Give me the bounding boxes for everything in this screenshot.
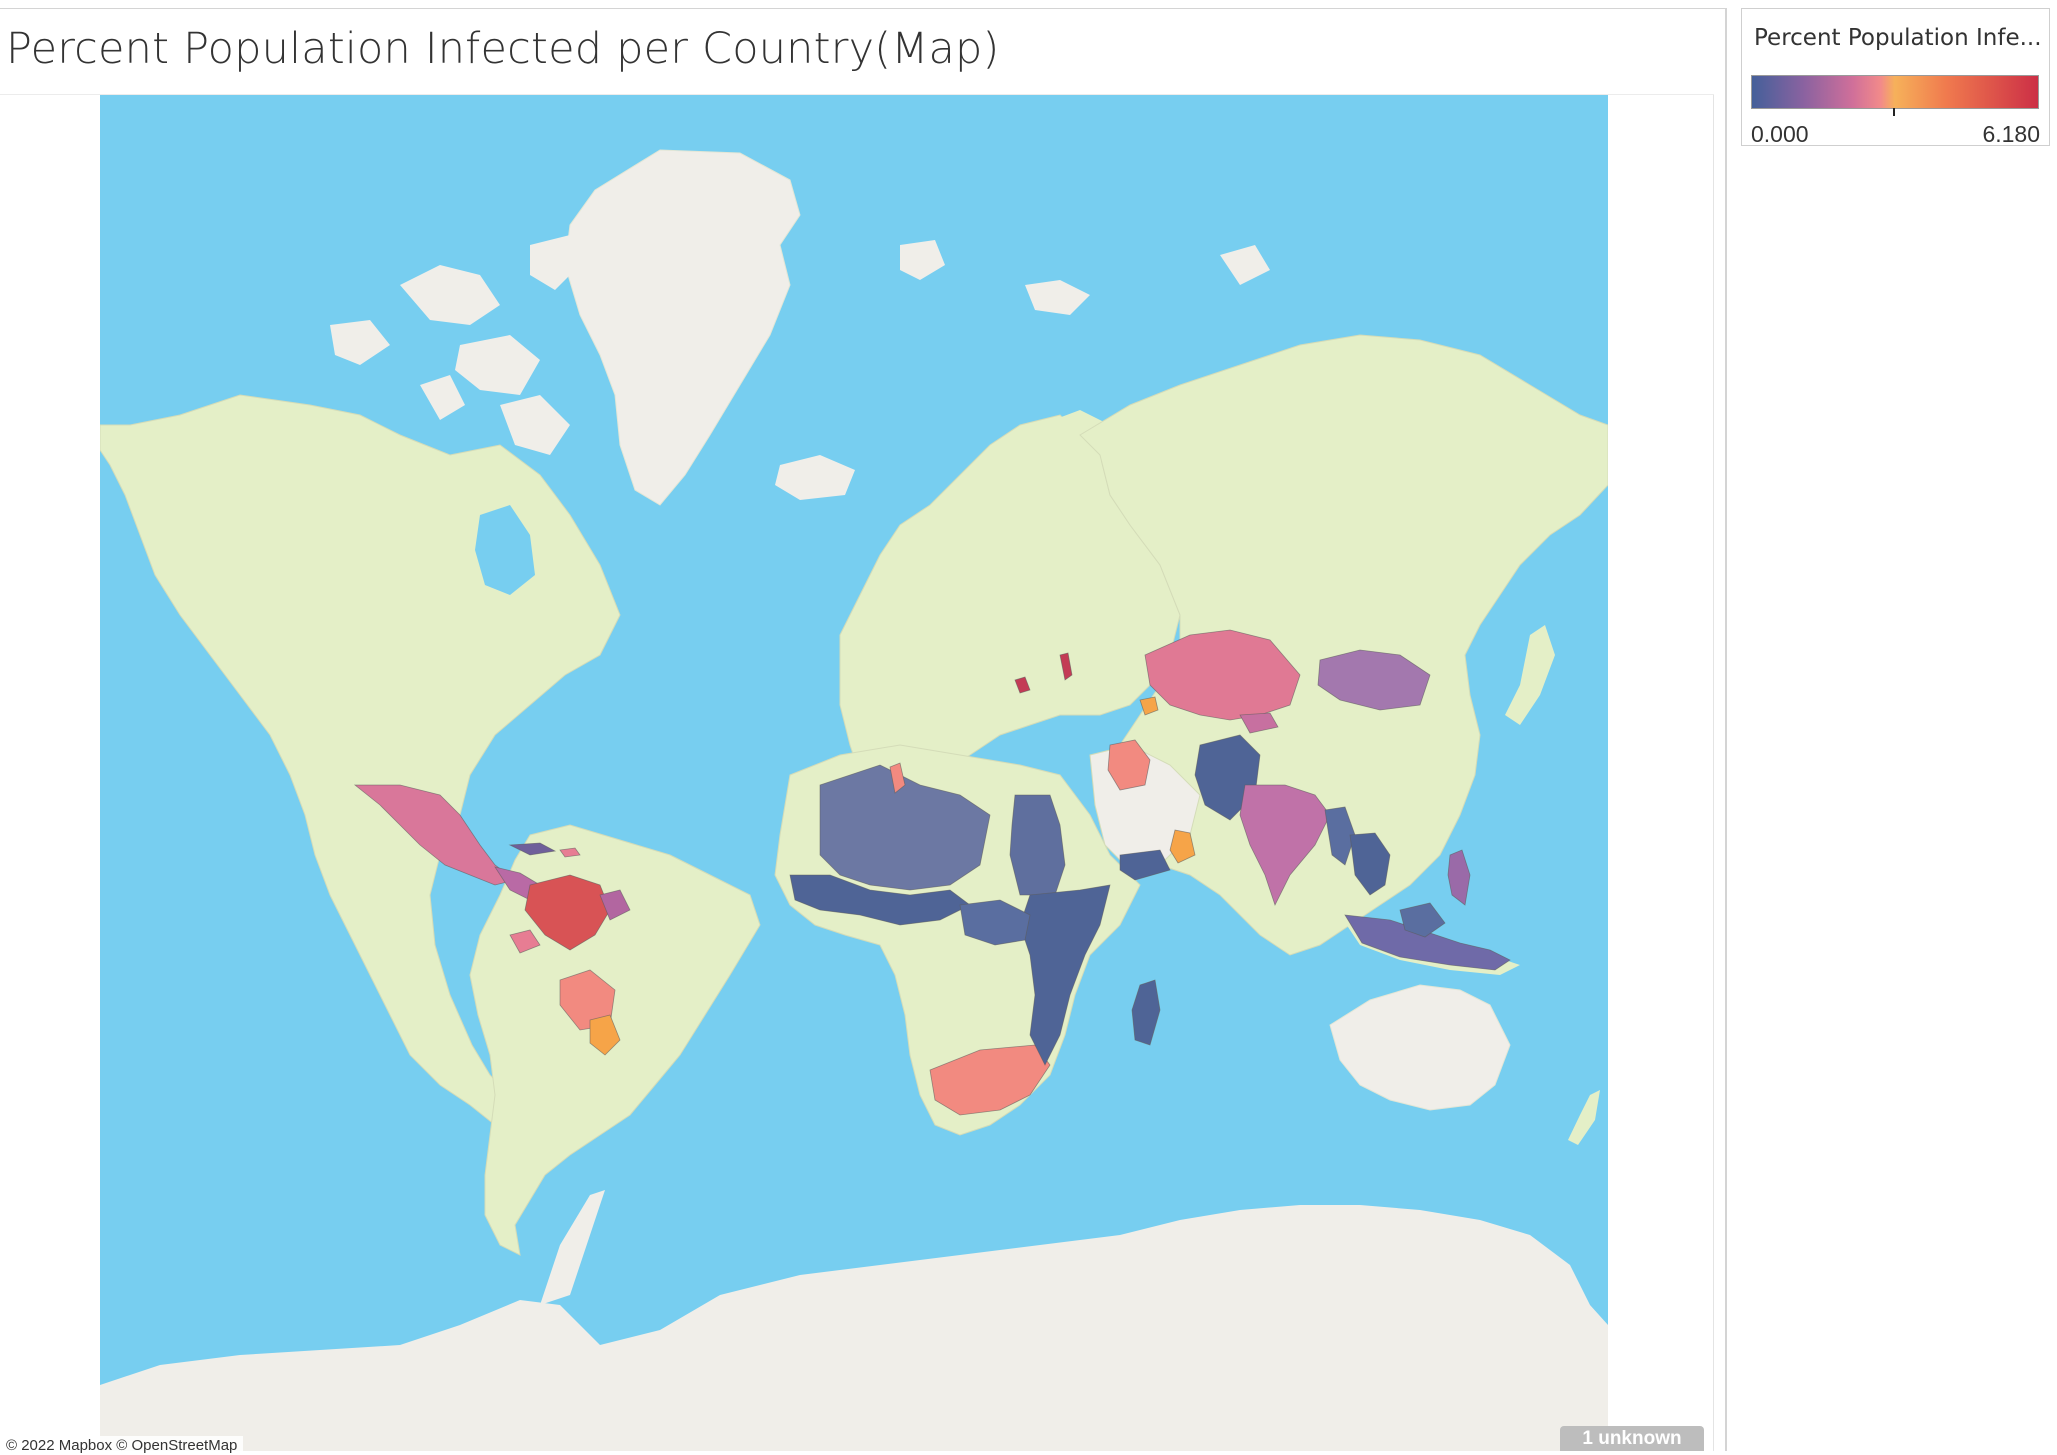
country-myanmar[interactable] [1324,806,1356,866]
world-map[interactable] [100,95,1608,1451]
legend-min-label: 0.000 [1751,121,1809,147]
legend-title: Percent Population Infe... [1754,25,2042,51]
land-iceland [775,455,855,500]
country-madagascar[interactable] [1131,979,1161,1046]
country-se-asia[interactable] [1349,832,1391,896]
map-frame [0,95,1714,1451]
country-south-africa[interactable] [929,1044,1051,1116]
country-sahel-block[interactable] [819,764,991,891]
country-guyana[interactable] [599,889,631,921]
viz-title: Percent Population Infected per Country(… [6,24,1000,74]
country-azerbaijan[interactable] [1139,696,1159,716]
title-divider [0,94,1714,95]
legend-color-ramp [1751,75,2039,109]
country-cuba[interactable] [508,842,557,856]
map-attribution: © 2022 Mapbox © OpenStreetMap [0,1436,244,1455]
country-iraq[interactable] [1107,739,1151,791]
legend-max-label: 6.180 [1982,121,2040,147]
country-philippines[interactable] [1447,849,1471,906]
land-arctic-islands [330,235,580,455]
country-tunisia[interactable] [889,762,906,794]
land-greenland [564,149,801,506]
land-australia [1329,984,1511,1111]
country-west-africa[interactable] [789,874,971,926]
land-svalbard [900,240,1270,315]
country-layer[interactable] [353,629,1511,1116]
country-central-africa[interactable] [959,899,1031,946]
color-legend[interactable]: Percent Population Infe... 0.000 6.180 [1741,8,2050,147]
country-paraguay[interactable] [589,1014,621,1056]
land-scandinavia [950,410,1110,605]
country-oman[interactable] [1169,829,1196,864]
land-new-zealand [1568,1090,1600,1145]
country-india[interactable] [1239,784,1331,907]
land-antarctica [100,1205,1608,1451]
land-antarctic-peninsula [540,1190,605,1305]
country-bosnia[interactable] [1014,676,1031,694]
country-mongolia[interactable] [1317,649,1431,711]
country-moldova[interactable] [1059,652,1073,681]
country-east-africa[interactable] [1019,884,1111,1066]
country-yemen[interactable] [1119,849,1171,881]
country-borneo[interactable] [1399,902,1446,938]
legend-center-tick [1893,108,1895,116]
country-kazakhstan[interactable] [1144,629,1301,721]
land-japan [1505,625,1555,725]
water-hudson-bay [475,505,535,595]
country-kyrgyzstan[interactable] [1239,712,1279,734]
land-uk [875,555,928,625]
country-colombia[interactable] [524,874,611,951]
country-ecuador[interactable] [509,929,541,954]
unknown-indicator-button[interactable]: 1 unknown [1560,1426,1704,1451]
country-hispaniola[interactable] [559,847,581,858]
side-divider [1726,8,1727,1451]
